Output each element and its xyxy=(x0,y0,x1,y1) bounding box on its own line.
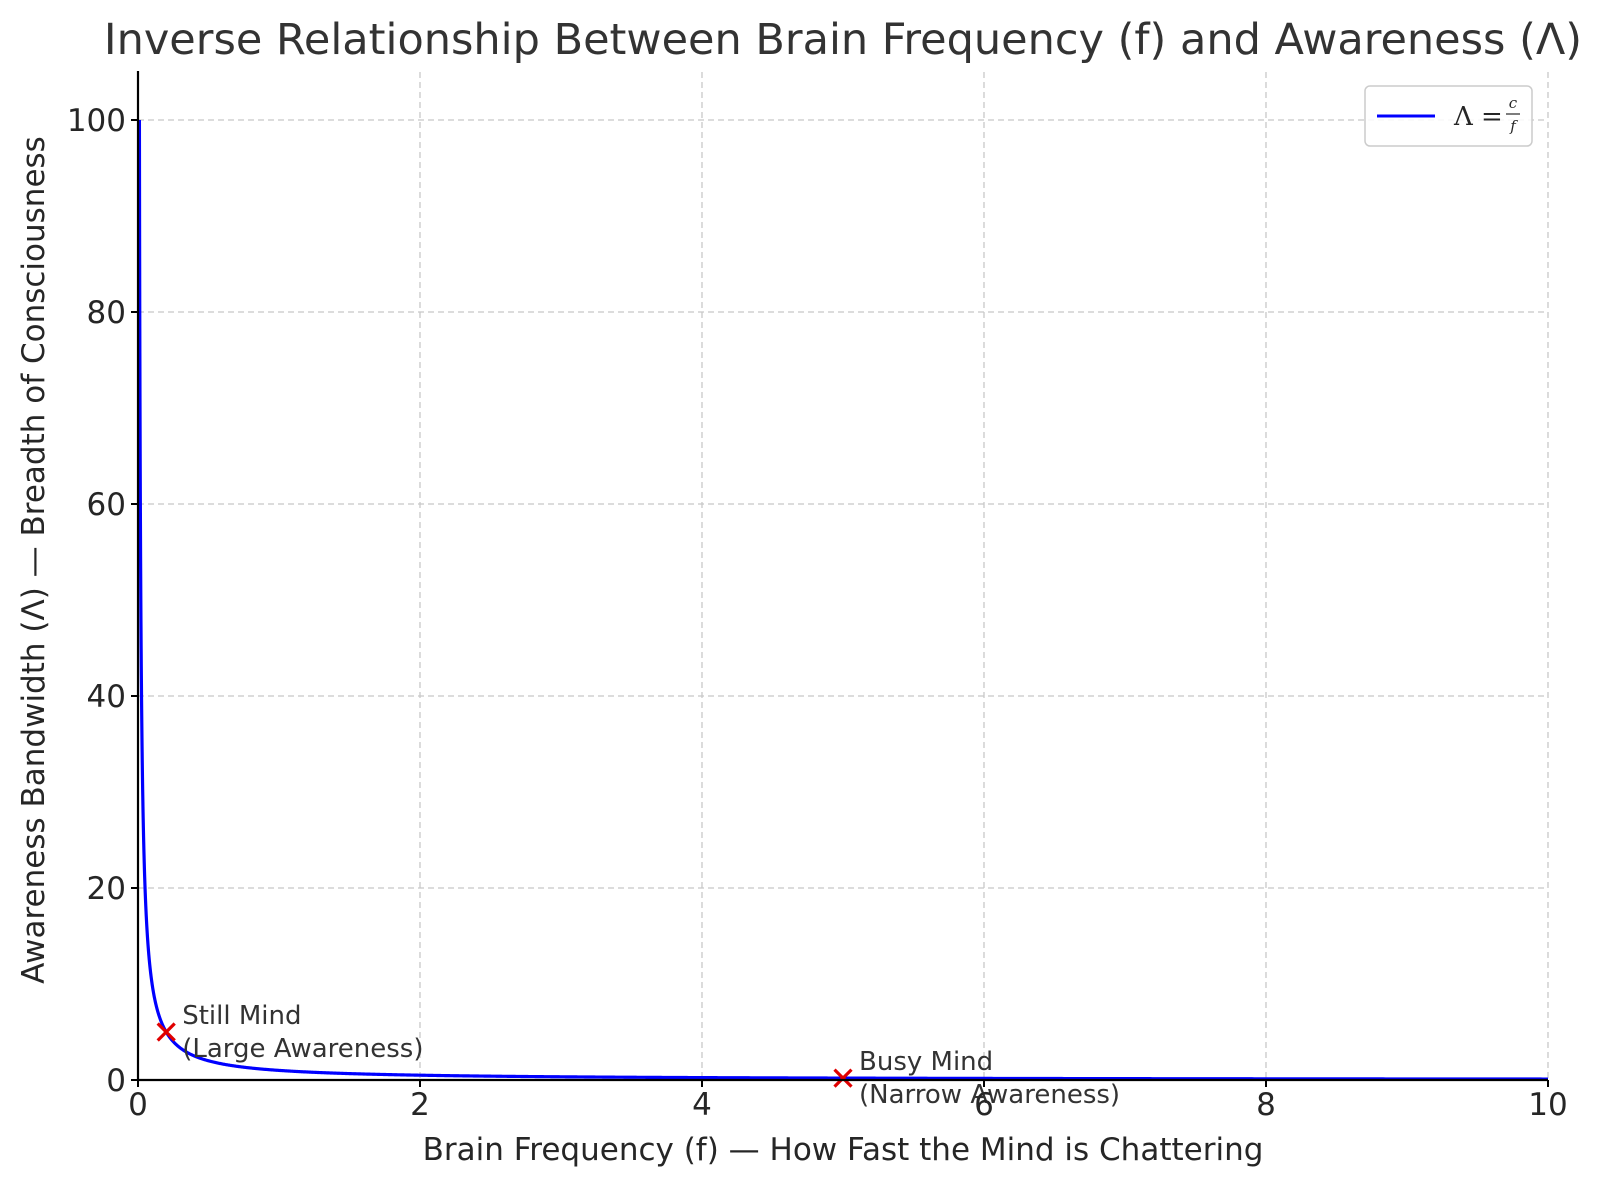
y-tick-label: 60 xyxy=(87,487,126,523)
curve-layer xyxy=(138,118,1548,1080)
x-marker-stroke xyxy=(833,1068,853,1088)
point-annotation-line: Still Mind xyxy=(182,1001,301,1031)
chart-title: Inverse Relationship Between Brain Frequ… xyxy=(104,15,1582,65)
y-tick-label: 100 xyxy=(67,103,126,139)
x-tick-label: 0 xyxy=(128,1087,148,1123)
y-tick-label: 20 xyxy=(87,871,126,907)
point-annotation-line: (Narrow Awareness) xyxy=(859,1080,1120,1110)
x-tick-label: 4 xyxy=(692,1087,712,1123)
x-tick-label: 8 xyxy=(1256,1087,1276,1123)
legend-label-denominator: f xyxy=(1509,117,1518,135)
legend-frame xyxy=(1364,85,1533,147)
grid xyxy=(138,72,1549,1080)
axes xyxy=(136,71,1548,1082)
x-tick-label: 10 xyxy=(1528,1087,1567,1123)
point-annotation-line: Busy Mind xyxy=(859,1047,993,1077)
y-tick-label: 0 xyxy=(106,1063,126,1099)
legend-label-prefix: Λ = xyxy=(1453,102,1503,132)
point-still-mind: Still Mind(Large Awareness) xyxy=(156,1001,424,1064)
legend: Λ = c f xyxy=(1364,85,1533,147)
y-axis-label: Awareness Bandwidth (Λ) — Breadth of Con… xyxy=(16,136,52,984)
legend-label-numerator: c xyxy=(1509,94,1518,112)
x-tick-label: 2 xyxy=(410,1087,430,1123)
x-tick-label: 6 xyxy=(974,1087,994,1123)
points-layer: Still Mind(Large Awareness) Busy Mind(Nar… xyxy=(156,1001,1120,1110)
point-annotation-line: (Large Awareness) xyxy=(182,1034,423,1064)
x-axis-label: Brain Frequency (f) — How Fast the Mind … xyxy=(423,1132,1264,1168)
point-busy-mind: Busy Mind(Narrow Awareness) xyxy=(833,1047,1120,1110)
series-line-lambda xyxy=(138,118,1548,1080)
x-marker-stroke xyxy=(156,1022,176,1042)
y-tick-label: 80 xyxy=(87,295,126,331)
y-tick-label: 40 xyxy=(87,679,126,715)
